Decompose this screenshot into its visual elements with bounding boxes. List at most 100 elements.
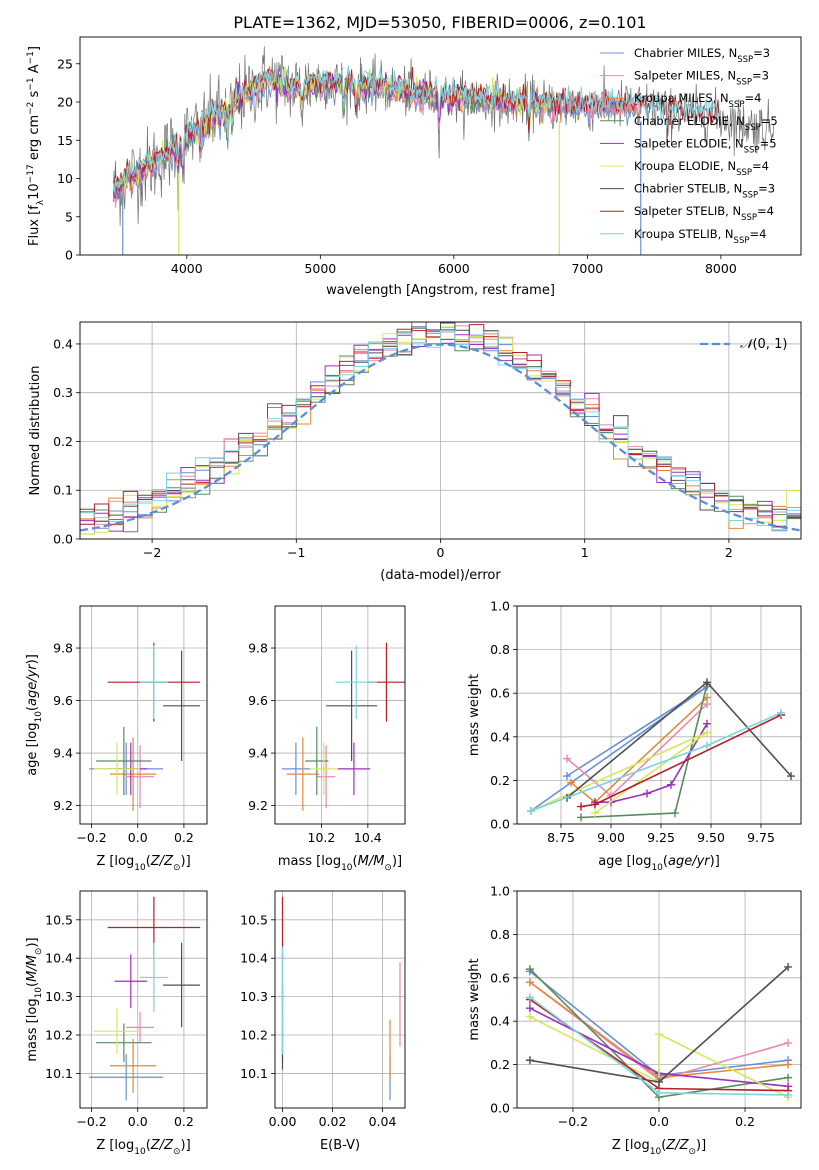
y-axis-label: mass [log10(M/M⊙)]	[25, 937, 44, 1061]
text-segment: Z/Z	[150, 854, 174, 869]
y-tick-label: 0.2	[490, 1057, 510, 1072]
text-segment: ⊙	[173, 1147, 181, 1157]
y-tick-label: 0.1	[53, 483, 73, 498]
x-axis-label: age [log10(age/yr)]	[598, 854, 720, 873]
x-tick-label: 6000	[438, 261, 470, 276]
y-tick-label: 0.4	[490, 1014, 510, 1029]
y-tick-label: 10	[57, 171, 73, 186]
axes-border	[516, 605, 802, 825]
text-segment: (	[663, 854, 668, 869]
plot-area	[89, 896, 201, 1101]
legend-sub: SSP	[741, 213, 757, 223]
text-segment: age [log	[25, 723, 40, 776]
errorbar-point-2	[110, 737, 157, 811]
legend-text: =3	[758, 182, 775, 196]
y-tick-label: 0.0	[53, 532, 73, 547]
text-segment: ⊙	[34, 948, 44, 956]
y-tick-label: 10.3	[240, 989, 268, 1004]
weight-marker	[655, 1030, 663, 1039]
x-tick-label: −0.2	[558, 1114, 588, 1129]
x-tick-label: 5000	[304, 261, 336, 276]
y-axis-label: Normed distribution	[28, 366, 43, 496]
x-tick-label: 9.25	[647, 830, 675, 845]
legend-label: 𝒩(0, 1)	[740, 337, 787, 352]
x-tick-label: 1	[581, 545, 589, 560]
x-tick-label: −0.2	[76, 1114, 106, 1129]
text-segment: Flux [f	[27, 205, 42, 246]
x-tick-label: 9.75	[747, 830, 775, 845]
weight-marker	[643, 789, 651, 798]
x-tick-label: 0.04	[369, 1114, 397, 1129]
weight-marker	[667, 780, 675, 789]
weight-marker	[784, 1060, 793, 1069]
legend-sub: SSP	[742, 191, 758, 201]
errorbar-point-8	[140, 645, 168, 719]
panel-weight-Z: −0.2 0.0 0.2 0.0 0.2 0.4 0.6 0.8 1.0 Z [log10(Z/Z…	[467, 884, 802, 1157]
x-tick-label: 0.0	[128, 830, 148, 845]
text-segment: E(B-V)	[320, 1138, 360, 1153]
text-segment: )]	[25, 937, 40, 947]
y-tick-label: 9.2	[53, 798, 73, 813]
legend-text: Salpeter ELODIE, N	[634, 136, 744, 150]
text-segment: −17	[26, 164, 36, 183]
legend-text: Salpeter STELIB, N	[634, 204, 741, 218]
weight-marker	[525, 993, 534, 1002]
weight-marker	[655, 1088, 663, 1097]
text-segment: age/yr	[25, 663, 40, 706]
y-tick-label: 9.8	[248, 641, 268, 656]
y-tick-label: 0.2	[53, 434, 73, 449]
legend-text: =5	[761, 114, 778, 128]
weight-series-6	[563, 678, 795, 802]
panel-spectrum: 4000 5000 6000 7000 8000 0 5 10 15 20 25 Chabrier M…	[26, 36, 802, 298]
text-segment: 10	[134, 1147, 146, 1157]
text-segment: Z [log	[96, 854, 134, 869]
x-tick-label: 0	[437, 545, 445, 560]
text-segment: mass [log	[278, 854, 341, 869]
text-segment: s	[27, 90, 42, 101]
weight-series-8	[525, 993, 793, 1099]
legend-sub: SSP	[744, 145, 760, 155]
series-line-8	[112, 65, 721, 193]
y-axis-label: Flux [fλ10−17 erg cm−2 s−1 A−1]	[26, 46, 46, 246]
x-tick-label: 7000	[571, 261, 603, 276]
legend-sub: SSP	[737, 55, 753, 65]
x-tick-label: 9.00	[597, 830, 625, 845]
legend-label: Salpeter ELODIE, NSSP=5	[634, 136, 777, 155]
errorbar-point-6	[163, 942, 201, 1028]
y-tick-label: 0.8	[490, 642, 510, 657]
legend-text: (0, 1)	[752, 337, 787, 352]
y-tick-label: 1.0	[490, 884, 510, 899]
errorbar-point-6	[326, 650, 378, 761]
x-tick-label: 9.50	[697, 830, 725, 845]
series-line-data	[113, 46, 775, 226]
text-segment: )]	[181, 1138, 191, 1153]
x-axis-label: Z [log10(Z/Z⊙)]	[96, 854, 190, 873]
text-segment: (	[146, 1138, 151, 1153]
y-tick-label: 9.6	[248, 693, 268, 708]
plot-area	[80, 322, 801, 535]
y-axis-label: age [log10(age/yr)]	[25, 654, 44, 776]
y-tick-label: 10.4	[240, 951, 268, 966]
legend-label: Kroupa ELODIE, NSSP=4	[634, 159, 769, 178]
legend-text: =4	[757, 204, 774, 218]
weight-marker	[784, 1090, 793, 1099]
weight-line	[570, 697, 708, 804]
x-tick-label: 10.2	[308, 830, 336, 845]
axes-border	[79, 36, 802, 256]
text-segment: −2	[26, 102, 36, 115]
plot-area	[89, 642, 201, 811]
y-tick-label: 1.0	[490, 599, 510, 614]
weight-marker	[777, 708, 785, 717]
x-tick-label: 8.75	[547, 830, 575, 845]
y-tick-label: 10.1	[240, 1066, 268, 1081]
weight-marker	[784, 1073, 793, 1082]
y-tick-label: 5	[65, 209, 73, 224]
legend-text: Kroupa STELIB, N	[634, 227, 734, 241]
y-tick-label: 10.5	[45, 912, 73, 927]
y-tick-label: 0.4	[490, 729, 510, 744]
weight-series-8	[527, 708, 785, 815]
text-segment: −1	[26, 77, 36, 90]
text-segment: 10	[34, 987, 44, 999]
plot-area	[525, 962, 793, 1102]
